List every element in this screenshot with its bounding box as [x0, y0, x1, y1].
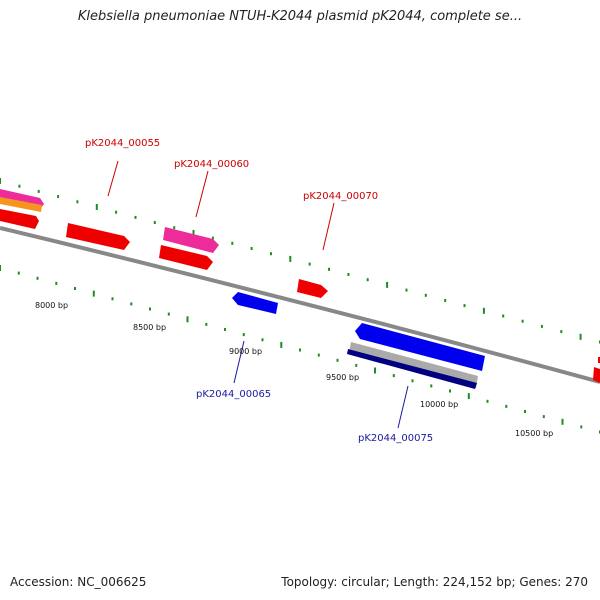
- callout-line: [322, 202, 335, 251]
- topology-stats-text: Topology: circular; Length: 224,152 bp; …: [281, 575, 588, 589]
- minor-tick: [153, 221, 156, 224]
- minor-tick: [405, 288, 408, 292]
- callout-line: [397, 385, 409, 429]
- major-tick: [192, 229, 195, 236]
- major-tick: [280, 341, 283, 348]
- minor-tick: [134, 215, 137, 219]
- ruler-label: 8500 bp: [133, 323, 166, 332]
- callout-lines: [107, 160, 409, 429]
- gene-forward-magenta[interactable]: [0, 189, 44, 208]
- minor-tick: [336, 358, 339, 362]
- minor-tick: [224, 328, 226, 331]
- callout-line: [107, 160, 119, 197]
- minor-tick: [521, 319, 524, 323]
- minor-tick: [270, 252, 272, 256]
- gene-forward-arrow-edge[interactable]: [593, 367, 600, 383]
- minor-tick: [486, 399, 489, 403]
- minor-tick: [505, 404, 508, 408]
- ruler-label: 8000 bp: [35, 301, 68, 310]
- minor-tick: [463, 304, 466, 308]
- major-tick: [579, 333, 582, 340]
- minor-tick: [580, 425, 583, 429]
- minor-tick: [111, 297, 114, 301]
- minor-tick: [449, 389, 451, 393]
- minor-tick: [299, 348, 301, 352]
- gene-pk2044-00055[interactable]: [66, 223, 130, 250]
- minor-tick: [17, 271, 20, 275]
- ruler-label: 9000 bp: [229, 347, 262, 356]
- major-tick: [467, 393, 470, 400]
- gene-reverse-navy[interactable]: [347, 349, 477, 389]
- minor-tick: [328, 267, 330, 271]
- gene-label[interactable]: pK2044_00060: [174, 159, 249, 170]
- minor-tick: [424, 293, 427, 297]
- ruler-label: 10500 bp: [515, 429, 553, 438]
- minor-tick: [18, 184, 21, 188]
- major-tick: [482, 307, 485, 314]
- minor-tick: [205, 322, 208, 326]
- gene-pk2044-00065[interactable]: [232, 292, 278, 314]
- forward-genes: [0, 189, 600, 383]
- gene-label[interactable]: pK2044_00070: [303, 191, 378, 202]
- gene-label[interactable]: pK2044_00075: [358, 433, 433, 444]
- major-tick: [561, 418, 564, 425]
- minor-tick: [242, 333, 245, 337]
- major-tick: [289, 255, 292, 262]
- minor-tick: [211, 236, 214, 240]
- accession-text: Accession: NC_006625: [10, 575, 147, 589]
- callout-line: [233, 340, 245, 384]
- gene-label[interactable]: pK2044_00065: [196, 389, 271, 400]
- minor-tick: [74, 287, 76, 290]
- minor-tick: [542, 415, 545, 419]
- plasmid-backbone: [0, 226, 600, 384]
- gene-forward-orange[interactable]: [0, 197, 42, 212]
- map-title: Klebsiella pneumoniae NTUH-K2044 plasmid…: [77, 9, 523, 24]
- gene-label[interactable]: pK2044_00055: [85, 138, 160, 149]
- minor-tick: [37, 189, 40, 193]
- gene-forward-arrow[interactable]: [0, 209, 39, 229]
- minor-tick: [250, 247, 253, 250]
- minor-tick: [173, 226, 176, 230]
- minor-tick: [57, 195, 60, 199]
- major-tick: [95, 204, 98, 210]
- outer-tick-track: [0, 178, 600, 344]
- minor-tick: [540, 324, 543, 328]
- minor-tick: [524, 410, 526, 413]
- callout-line: [195, 170, 209, 218]
- reverse-genes: [232, 292, 485, 389]
- gene-forward-arrow[interactable]: [159, 245, 213, 270]
- minor-tick: [444, 299, 447, 302]
- major-tick: [186, 316, 189, 323]
- minor-tick: [411, 379, 414, 383]
- minor-tick: [560, 330, 563, 334]
- minor-tick: [36, 276, 39, 280]
- minor-tick: [355, 363, 358, 367]
- major-tick: [0, 178, 1, 184]
- major-tick: [0, 265, 1, 271]
- minor-tick: [308, 262, 311, 266]
- ruler-label: 10000 bp: [420, 400, 458, 409]
- major-tick: [374, 367, 376, 374]
- minor-tick: [392, 374, 395, 378]
- minor-tick: [115, 210, 118, 214]
- gene-pk2044-00060[interactable]: [163, 227, 219, 253]
- minor-tick: [502, 314, 505, 318]
- minor-tick: [366, 278, 369, 282]
- ruler-label: 9500 bp: [326, 373, 359, 382]
- minor-tick: [55, 281, 58, 285]
- minor-tick: [430, 384, 433, 388]
- gene-pk2044-00070[interactable]: [297, 279, 328, 298]
- minor-tick: [167, 312, 170, 316]
- minor-tick: [130, 302, 133, 306]
- minor-tick: [231, 241, 234, 245]
- minor-tick: [76, 200, 79, 204]
- minor-tick: [317, 353, 320, 357]
- minor-tick: [149, 307, 151, 311]
- minor-tick: [347, 273, 350, 276]
- major-tick: [92, 290, 95, 297]
- minor-tick: [261, 338, 264, 342]
- major-tick: [386, 281, 389, 288]
- gene-pk2044-00075[interactable]: [355, 323, 485, 371]
